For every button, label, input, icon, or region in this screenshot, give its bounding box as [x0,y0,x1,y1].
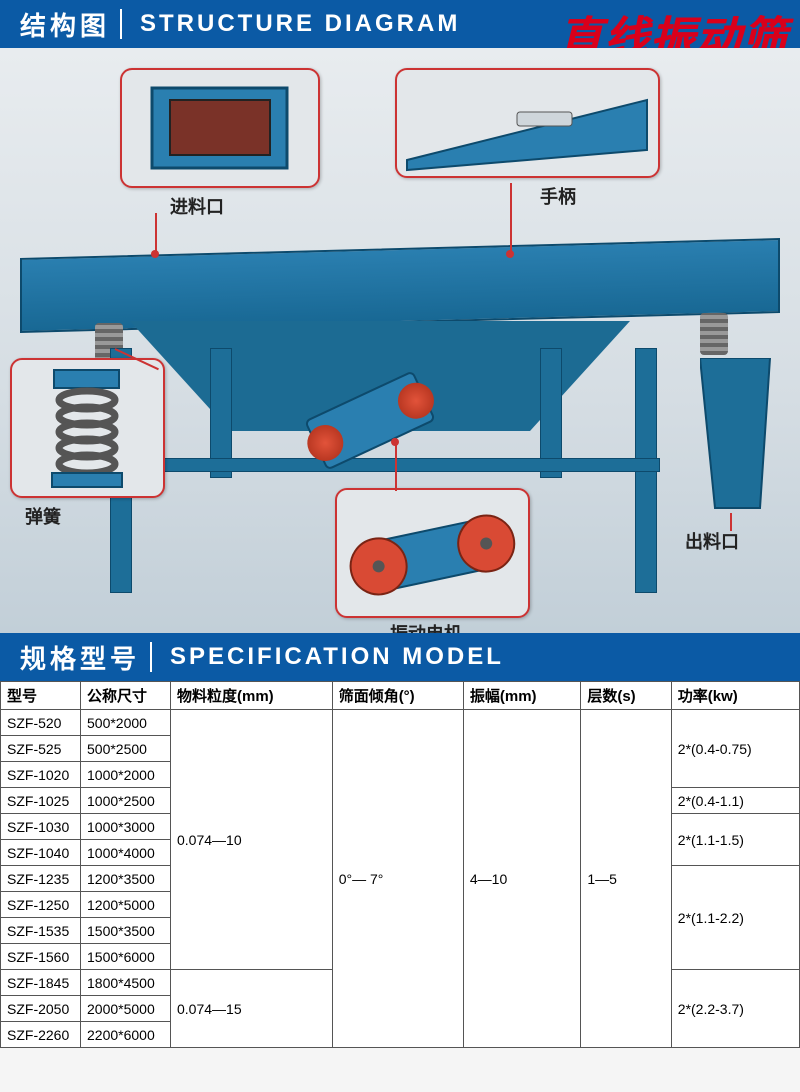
leader-dot [391,438,399,446]
cell-size: 1000*3000 [81,814,171,840]
cell-model: SZF-1235 [1,866,81,892]
callout-handle [395,68,660,178]
leader-line [155,213,157,253]
cell-model: SZF-525 [1,736,81,762]
cell-size: 1200*3500 [81,866,171,892]
cell-size: 2000*5000 [81,996,171,1022]
machine-base [100,458,660,472]
structure-header-cn: 结构图 [20,6,110,43]
callout-spring [10,358,165,498]
cell-model: SZF-1845 [1,970,81,996]
cell-layers: 1—5 [581,710,671,1048]
leader-line [395,443,397,491]
table-header-row: 型号 公称尺寸 物料粒度(mm) 筛面倾角(°) 振幅(mm) 层数(s) 功率… [1,682,800,710]
leader-line [510,183,512,253]
cell-model: SZF-520 [1,710,81,736]
cell-size: 1000*4000 [81,840,171,866]
cell-power: 2*(1.1-2.2) [671,866,799,970]
header-divider [120,9,122,39]
cell-power: 2*(2.2-3.7) [671,970,799,1048]
cell-model: SZF-1030 [1,814,81,840]
spec-header-en: SPECIFICATION MODEL [170,643,504,671]
callout-handle-label: 手柄 [540,183,576,209]
callout-inlet [120,68,320,188]
cell-size: 1000*2000 [81,762,171,788]
cell-power: 2*(0.4-0.75) [671,710,799,788]
spec-header: 规格型号 SPECIFICATION MODEL [0,633,800,681]
header-divider [150,642,152,672]
callout-spring-label: 弹簧 [25,503,61,529]
structure-header-en: STRUCTURE DIAGRAM [140,10,460,38]
callout-motor [335,488,530,618]
structure-diagram: 进料口 手柄 弹簧 [0,48,800,633]
cell-model: SZF-1040 [1,840,81,866]
callout-motor-label: 振动电机 [390,620,462,633]
leader-dot [151,250,159,258]
spec-table: 型号 公称尺寸 物料粒度(mm) 筛面倾角(°) 振幅(mm) 层数(s) 功率… [0,681,800,1048]
outlet-chute [700,358,780,518]
cell-size: 1200*5000 [81,892,171,918]
cell-size: 500*2000 [81,710,171,736]
table-row: SZF-520 500*2000 0.074—10 0°— 7° 4—10 1—… [1,710,800,736]
cell-model: SZF-1020 [1,762,81,788]
cell-size: 500*2500 [81,736,171,762]
machine-deck [20,238,780,333]
cell-model: SZF-1560 [1,944,81,970]
inlet-icon [122,70,318,186]
cell-size: 1800*4500 [81,970,171,996]
cell-size: 1500*3500 [81,918,171,944]
cell-model: SZF-2050 [1,996,81,1022]
spring-part [700,313,728,355]
col-size: 公称尺寸 [81,682,171,710]
col-angle: 筛面倾角(°) [332,682,463,710]
motor-icon [337,490,528,616]
cell-amplitude: 4—10 [463,710,580,1048]
col-power: 功率(kw) [671,682,799,710]
cell-power: 2*(1.1-1.5) [671,814,799,866]
cell-power: 2*(0.4-1.1) [671,788,799,814]
cell-granularity: 0.074—15 [171,970,333,1048]
col-model: 型号 [1,682,81,710]
cell-size: 2200*6000 [81,1022,171,1048]
leader-dot [506,250,514,258]
spec-header-cn: 规格型号 [20,639,140,676]
cell-granularity: 0.074—10 [171,710,333,970]
cell-angle: 0°— 7° [332,710,463,1048]
col-granularity: 物料粒度(mm) [171,682,333,710]
cell-size: 1500*6000 [81,944,171,970]
leader-line [730,513,732,531]
cell-model: SZF-1025 [1,788,81,814]
cell-model: SZF-1535 [1,918,81,944]
spring-icon [12,360,163,496]
cell-size: 1000*2500 [81,788,171,814]
cell-model: SZF-2260 [1,1022,81,1048]
col-layers: 层数(s) [581,682,671,710]
handle-icon [397,70,658,176]
cell-model: SZF-1250 [1,892,81,918]
structure-header: 结构图 STRUCTURE DIAGRAM 直线振动筛 [0,0,800,48]
callout-outlet-label: 出料口 [685,528,739,554]
col-amplitude: 振幅(mm) [463,682,580,710]
callout-inlet-label: 进料口 [170,193,224,219]
